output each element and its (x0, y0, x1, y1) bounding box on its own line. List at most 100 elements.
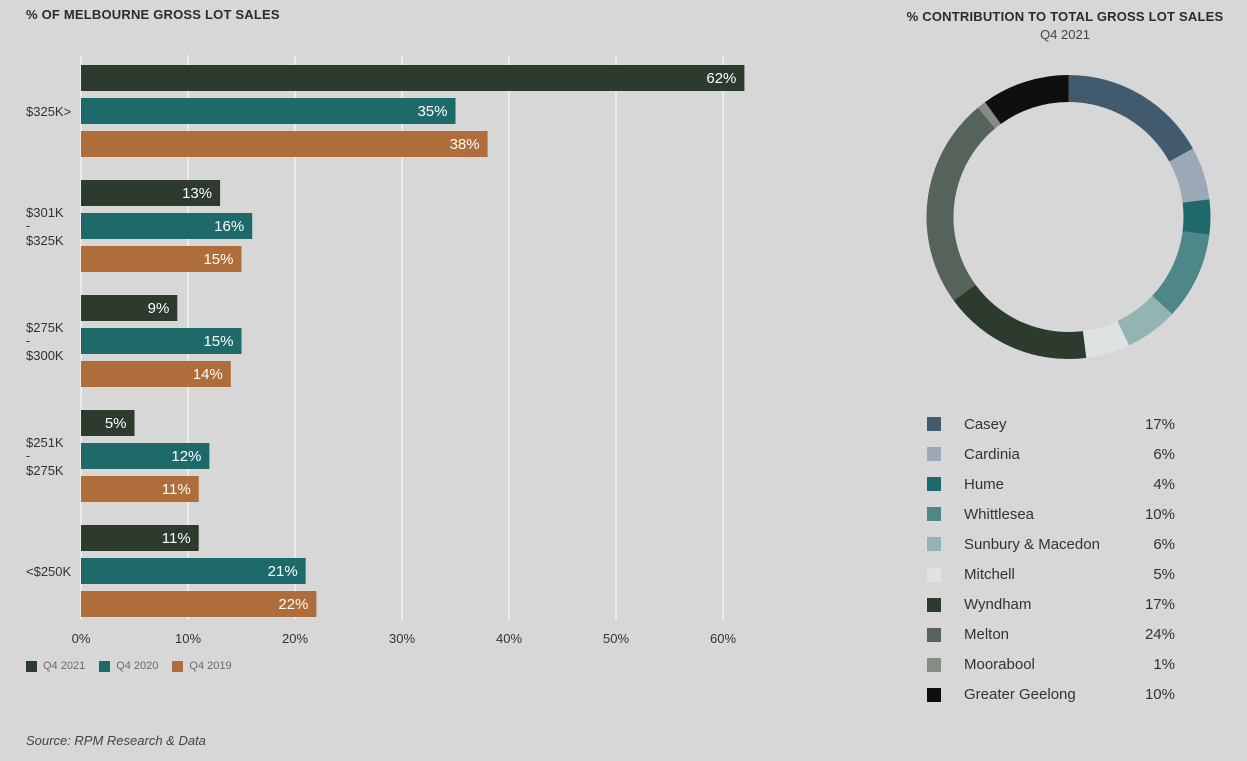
donut-legend-item: Moorabool 1% (927, 650, 1187, 680)
bar-data-label: 14% (193, 366, 223, 383)
bar-data-label: 62% (706, 70, 736, 87)
legend-value: 4% (1153, 475, 1175, 493)
bar-data-label: 9% (148, 300, 170, 317)
legend-swatch (927, 507, 941, 522)
bar (81, 410, 135, 436)
donut-slice-wyndham (953, 284, 1087, 359)
x-tick-label: 40% (496, 631, 522, 646)
donut-chart-subtitle: Q4 2021 (1040, 27, 1090, 42)
bar-data-label: 38% (450, 136, 480, 153)
donut-chart-title: % CONTRIBUTION TO TOTAL GROSS LOT SALES (906, 9, 1224, 24)
bar-data-label: 13% (182, 185, 212, 202)
donut-legend-item: Casey 17% (927, 409, 1187, 439)
donut-legend-item: Hume 4% (927, 469, 1187, 499)
bar-data-label: 15% (203, 333, 233, 350)
bar (81, 591, 317, 617)
legend-value: 1% (1153, 656, 1175, 674)
legend-value: 6% (1153, 445, 1175, 463)
legend-swatch (927, 537, 941, 552)
legend-name: Melton (964, 626, 1010, 644)
donut-legend-item: Mitchell 5% (927, 559, 1187, 589)
bar (81, 558, 306, 584)
legend-item-q4-2019: Q4 2019 (172, 660, 232, 672)
legend-swatch (26, 660, 37, 672)
donut-legend-item: Wyndham 17% (927, 590, 1187, 620)
legend-name: Cardinia (964, 445, 1020, 463)
donut-slice-hume (1182, 199, 1211, 235)
x-tick-label: 30% (389, 631, 415, 646)
bar (81, 213, 253, 239)
category-label: $300K (26, 348, 64, 363)
legend-name: Mitchell (964, 566, 1015, 584)
donut-slice-melton (926, 107, 996, 301)
donut-legend-item: Sunbury & Macedon 6% (927, 529, 1187, 559)
donut-slice-greater-geelong (985, 75, 1069, 124)
bar-data-label: 15% (203, 251, 233, 268)
donut-slice-casey (1068, 75, 1193, 162)
bar (81, 180, 221, 206)
bar (81, 131, 488, 157)
legend-label: Q4 2020 (116, 660, 159, 672)
category-label: $251K (26, 435, 64, 450)
donut-chart (926, 75, 1211, 359)
bar-data-label: 22% (278, 596, 308, 613)
legend-value: 6% (1153, 535, 1175, 553)
legend-name: Wyndham (964, 596, 1032, 614)
legend-name: Hume (964, 475, 1005, 493)
category-label: $275K (26, 320, 64, 335)
donut-slice-sunbury-macedon (1117, 295, 1173, 346)
legend-swatch (172, 660, 184, 672)
legend-name: Greater Geelong (964, 686, 1076, 704)
legend-value: 17% (1144, 596, 1175, 614)
bar (81, 328, 242, 354)
x-tick-label: 20% (282, 631, 308, 646)
legend-name: Sunbury & Macedon (964, 535, 1100, 553)
legend-name: Casey (964, 415, 1007, 433)
bar (81, 525, 199, 551)
bar-data-label: 11% (162, 481, 191, 498)
legend-value: 10% (1144, 686, 1175, 704)
bar-data-label: 21% (268, 563, 298, 580)
bar (81, 65, 745, 91)
donut-slice-mitchell (1082, 321, 1129, 358)
legend-swatch (927, 597, 941, 612)
bar (81, 295, 178, 321)
donut-slice-moorabool (977, 102, 1001, 129)
bar-chart-legend: Q4 2021 Q4 2020 Q4 2019 (26, 660, 232, 672)
legend-swatch (99, 660, 111, 672)
category-label: - (26, 218, 30, 233)
legend-name: Whittlesea (964, 505, 1035, 523)
legend-value: 24% (1144, 626, 1175, 644)
legend-swatch (927, 567, 941, 582)
category-label: $301K (26, 205, 64, 220)
category-label: $325K> (26, 104, 71, 119)
x-tick-label: 0% (72, 631, 91, 646)
donut-slice-cardinia (1169, 148, 1210, 203)
x-tick-label: 50% (603, 631, 629, 646)
x-tick-label: 10% (175, 631, 201, 646)
legend-swatch (927, 627, 941, 642)
legend-value: 17% (1144, 415, 1175, 433)
category-label: - (26, 448, 30, 463)
legend-item-q4-2021: Q4 2021 (26, 660, 85, 672)
legend-label: Q4 2019 (189, 660, 232, 672)
category-label: - (26, 333, 30, 348)
legend-item-q4-2020: Q4 2020 (99, 660, 158, 672)
donut-legend-item: Greater Geelong 10% (927, 680, 1187, 710)
bar-data-label: 12% (171, 448, 201, 465)
donut-legend-item: Melton 24% (927, 620, 1187, 650)
bar (81, 98, 456, 124)
legend-swatch (927, 477, 941, 492)
bar-chart: 0% 10% 20% 30% 40% 50% 60% 62% 35%38% $325K> 13%16… (26, 55, 745, 646)
donut-slice-whittlesea (1152, 231, 1210, 315)
bar (81, 443, 210, 469)
legend-swatch (927, 657, 941, 672)
donut-legend-item: Cardinia 6% (927, 439, 1187, 469)
donut-legend: Casey 17% Cardinia 6% Hume 4% Whittlesea 10% Sun… (927, 409, 1187, 710)
x-tick-label: 60% (710, 631, 736, 646)
legend-swatch (927, 687, 941, 702)
bar-chart-title: % OF MELBOURNE GROSS LOT SALES (26, 7, 280, 22)
category-label: <$250K (26, 564, 72, 579)
bar-data-label: 16% (214, 218, 244, 235)
legend-name: Moorabool (964, 656, 1035, 674)
